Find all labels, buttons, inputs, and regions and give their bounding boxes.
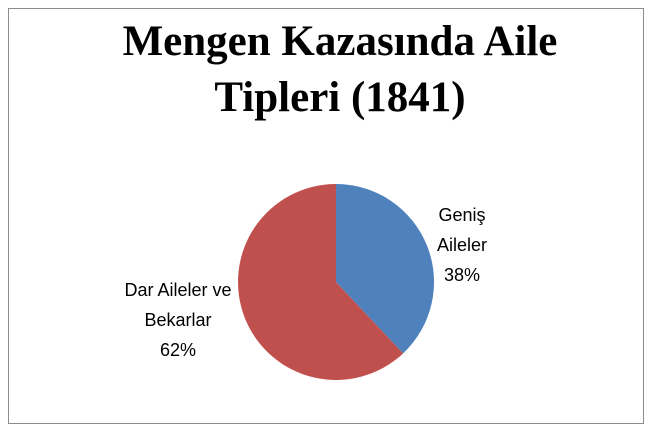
pie-slice <box>237 184 404 380</box>
value-label: 38% <box>443 265 481 285</box>
pie-slice <box>336 184 434 354</box>
data-label-box: Dar Aileler ve Bekarlar 62% <box>118 275 238 365</box>
category-label: Dar Aileler ve Bekarlar <box>124 280 232 330</box>
chart-title: Mengen Kazasında Aile Tipleri (1841) <box>122 18 558 121</box>
chart-frame <box>8 8 644 424</box>
value-label: 62% <box>159 340 197 360</box>
category-label: Geniş Aileler <box>436 205 488 255</box>
data-label-box: Geniş Aileler 38% <box>412 200 512 290</box>
